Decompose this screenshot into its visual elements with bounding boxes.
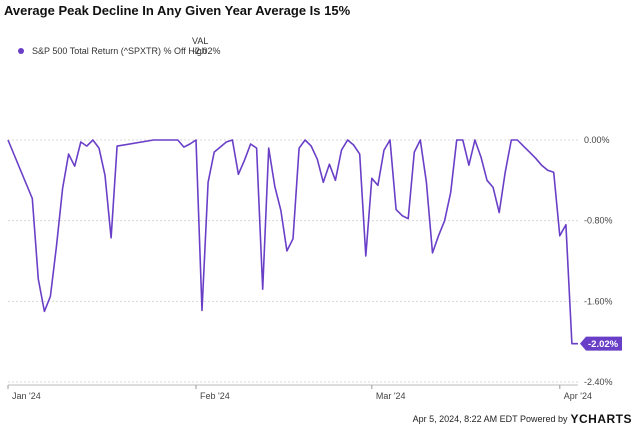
last-value-flag	[580, 336, 622, 351]
series-line	[7, 139, 578, 345]
legend-label: S&P 500 Total Return (^SPXTR) % Off High	[32, 46, 207, 56]
y-tick-label: -1.60%	[584, 296, 613, 306]
legend-entry[interactable]: S&P 500 Total Return (^SPXTR) % Off High	[18, 46, 207, 56]
last-value-text: -2.02%	[588, 339, 619, 350]
x-tick-label: Mar '24	[376, 391, 406, 401]
legend-header: VAL	[192, 36, 209, 46]
y-axis: 0.00% -0.80% -1.60% -2.40%	[584, 135, 613, 387]
footer-timestamp: Apr 5, 2024, 8:22 AM EDT Powered by	[412, 414, 568, 424]
legend-value: -2.02%	[192, 46, 221, 56]
gridlines	[8, 139, 578, 383]
legend-marker	[18, 48, 24, 54]
x-tick-label: Apr '24	[564, 391, 592, 401]
footer: Apr 5, 2024, 8:22 AM EDT Powered by YCHA…	[413, 412, 632, 426]
last-value-label-group: -2.02%	[580, 336, 622, 351]
y-tick-label: -2.40%	[584, 377, 613, 387]
y-tick-label: 0.00%	[584, 135, 610, 145]
ycharts-logo: YCHARTS	[570, 412, 632, 426]
y-tick-label: -0.80%	[584, 216, 613, 226]
x-tick-label: Jan '24	[12, 391, 41, 401]
x-axis: Jan '24 Feb '24 Mar '24 Apr '24	[7, 384, 592, 401]
x-tick-label: Feb '24	[200, 391, 230, 401]
chart-title: Average Peak Decline In Any Given Year A…	[4, 3, 351, 18]
